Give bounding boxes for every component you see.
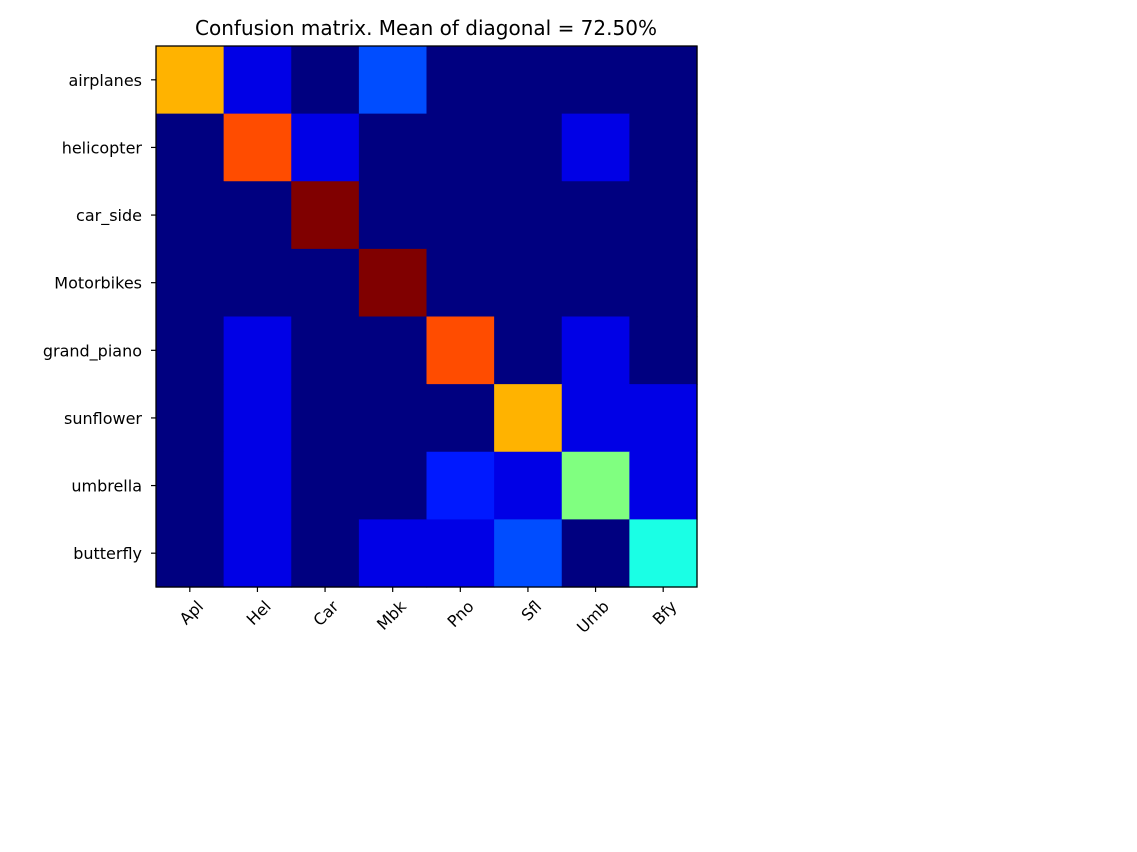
column-label-1: Hel [243, 597, 275, 629]
heatmap-cell-0-0 [156, 46, 225, 115]
plot-frame [155, 45, 698, 588]
heatmap-cell-5-5 [494, 384, 563, 453]
heatmap-cell-7-1 [223, 519, 292, 588]
column-label-4: Pno [443, 597, 477, 631]
heatmap-cell-2-0 [156, 181, 225, 250]
heatmap-cell-4-5 [494, 316, 563, 385]
heatmap-cell-3-6 [561, 248, 630, 318]
heatmap-cell-6-3 [358, 451, 428, 520]
heatmap-cell-5-7 [629, 384, 698, 453]
heatmap-cell-5-3 [358, 384, 428, 453]
heatmap-cells [156, 46, 698, 588]
heatmap-cell-0-4 [426, 46, 495, 115]
heatmap-cell-2-1 [223, 181, 292, 250]
heatmap-cell-7-4 [426, 519, 495, 588]
row-label-0: airplanes [68, 71, 142, 90]
heatmap-cell-3-3 [358, 248, 428, 318]
heatmap-cell-4-3 [358, 316, 428, 385]
heatmap-cell-5-4 [426, 384, 495, 453]
heatmap-cell-0-6 [561, 46, 630, 115]
heatmap-cell-1-5 [494, 113, 563, 182]
heatmap-cell-6-1 [223, 451, 292, 520]
heatmap-cell-1-2 [291, 113, 360, 182]
heatmap-cell-2-2 [291, 181, 360, 250]
heatmap-cell-6-5 [494, 451, 563, 520]
heatmap-cell-1-1 [223, 113, 292, 182]
heatmap-cell-3-4 [426, 248, 495, 318]
heatmap-cell-0-1 [223, 46, 292, 115]
heatmap-cell-2-4 [426, 181, 495, 250]
heatmap-cell-0-7 [629, 46, 698, 115]
heatmap-cell-7-6 [561, 519, 630, 588]
heatmap-cell-2-3 [358, 181, 428, 250]
heatmap-cell-6-6 [561, 451, 630, 520]
heatmap-cell-7-7 [629, 519, 698, 588]
heatmap-cell-1-4 [426, 113, 495, 182]
column-label-0: Apl [176, 597, 207, 628]
row-label-1: helicopter [62, 138, 143, 157]
row-labels: airplanes helicopter car_side Motorbikes gra… [43, 71, 143, 563]
column-label-5: Sfl [518, 597, 546, 625]
heatmap-cell-3-1 [223, 248, 292, 318]
heatmap-cell-3-7 [629, 248, 698, 318]
heatmap-cell-6-0 [156, 451, 225, 520]
heatmap-cell-1-3 [358, 113, 428, 182]
heatmap-cell-7-3 [358, 519, 428, 588]
heatmap-cell-0-3 [358, 46, 428, 115]
heatmap-cell-2-7 [629, 181, 698, 250]
heatmap-cell-6-4 [426, 451, 495, 520]
heatmap-cell-7-2 [291, 519, 360, 588]
axis-ticks [151, 79, 664, 592]
column-label-3: Mbk [373, 596, 410, 633]
heatmap-cell-0-2 [291, 46, 360, 115]
row-label-2: car_side [76, 206, 142, 226]
row-label-4: grand_piano [43, 341, 142, 361]
heatmap-cell-4-4 [426, 316, 495, 385]
heatmap-cell-5-6 [561, 384, 630, 453]
row-label-7: butterfly [73, 544, 142, 563]
heatmap-cell-4-0 [156, 316, 225, 385]
row-label-3: Motorbikes [54, 274, 142, 293]
heatmap-cell-0-5 [494, 46, 563, 115]
heatmap-cell-3-0 [156, 248, 225, 318]
heatmap-cell-1-7 [629, 113, 698, 182]
heatmap-cell-5-2 [291, 384, 360, 453]
heatmap-cell-4-2 [291, 316, 360, 385]
heatmap-cell-4-7 [629, 316, 698, 385]
heatmap-cell-7-0 [156, 519, 225, 588]
heatmap-cell-4-1 [223, 316, 292, 385]
heatmap-cell-7-5 [494, 519, 563, 588]
heatmap-cell-1-6 [561, 113, 630, 182]
heatmap-cell-3-5 [494, 248, 563, 318]
column-labels: Apl Hel Car Mbk Pno Sfl Umb Bfy [176, 596, 681, 636]
row-label-5: sunflower [64, 409, 142, 428]
heatmap-cell-2-5 [494, 181, 563, 250]
heatmap-cell-6-7 [629, 451, 698, 520]
row-label-6: umbrella [71, 477, 142, 496]
heatmap-cell-3-2 [291, 248, 360, 318]
heatmap-cell-5-0 [156, 384, 225, 453]
column-label-6: Umb [573, 597, 613, 637]
heatmap-cell-5-1 [223, 384, 292, 453]
column-label-2: Car [309, 597, 342, 630]
heatmap-cell-6-2 [291, 451, 360, 520]
column-label-7: Bfy [649, 597, 681, 629]
chart-title: Confusion matrix. Mean of diagonal = 72.… [195, 16, 657, 40]
heatmap-cell-2-6 [561, 181, 630, 250]
heatmap-cell-4-6 [561, 316, 630, 385]
heatmap-cell-1-0 [156, 113, 225, 182]
